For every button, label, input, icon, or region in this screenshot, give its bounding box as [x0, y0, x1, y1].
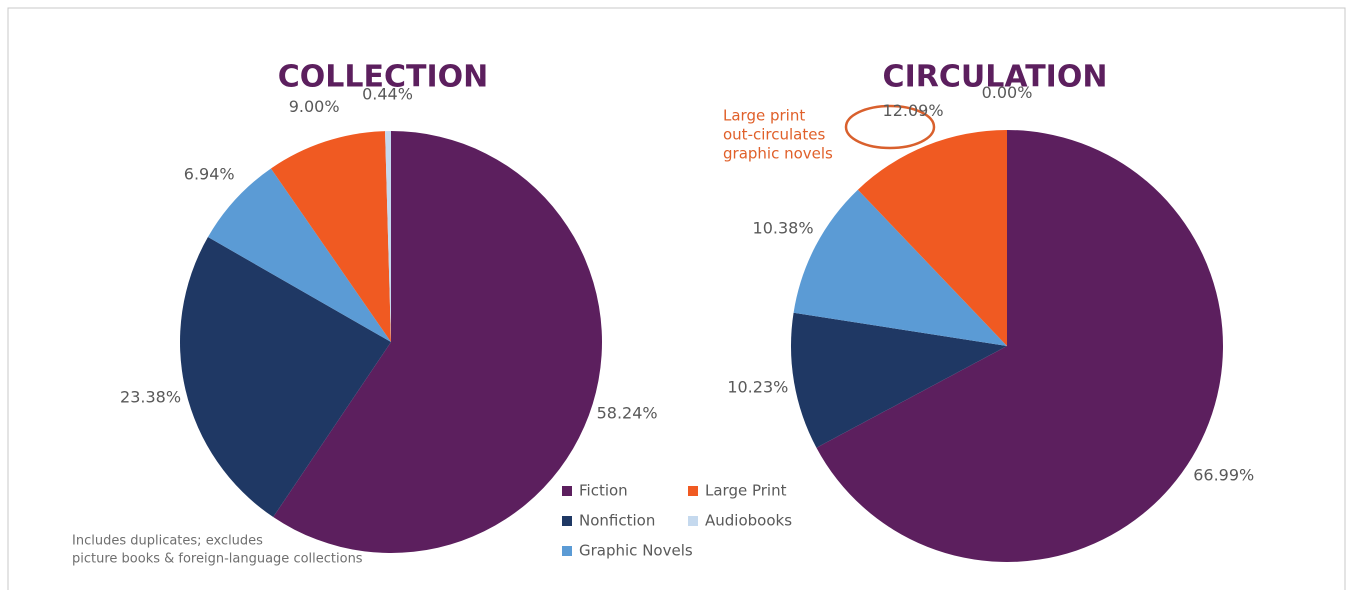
slice-label: 23.38% [120, 388, 181, 407]
slice-label: 0.00% [982, 83, 1033, 102]
pie-slice [857, 130, 1007, 346]
legend-label: Audiobooks [705, 512, 792, 530]
legend-swatch [688, 516, 698, 526]
chart-title: COLLECTION [278, 60, 489, 95]
footnote: Includes duplicates; excludes [72, 534, 263, 549]
slice-label: 6.94% [184, 164, 235, 183]
pie-slice [273, 131, 602, 553]
legend-swatch [688, 486, 698, 496]
annotation: out-circulates [723, 126, 825, 144]
slice-label: 58.24% [597, 404, 658, 423]
pie-slice [790, 312, 1007, 448]
annotation: graphic novels [723, 145, 833, 163]
legend-label: Large Print [705, 482, 787, 500]
annotation: Large print [723, 107, 805, 125]
slice-label: 0.44% [362, 85, 413, 104]
frame [7, 7, 1346, 590]
pie-slice [385, 131, 391, 342]
legend-label: Graphic Novels [579, 542, 693, 560]
highlight-circle [844, 104, 936, 150]
legend-swatch [562, 486, 572, 496]
legend-swatch [562, 546, 572, 556]
footnote: picture books & foreign-language collect… [72, 552, 363, 567]
slice-label: 12.09% [883, 101, 944, 120]
chart-title: CIRCULATION [883, 60, 1108, 95]
legend-swatch [562, 516, 572, 526]
pie-slice [180, 237, 391, 518]
pie-slice [793, 189, 1007, 346]
slice-label: 66.99% [1193, 465, 1254, 484]
pie-slice [270, 131, 391, 342]
slice-label: 9.00% [289, 97, 340, 116]
pie-slice [816, 130, 1223, 562]
legend-label: Fiction [579, 482, 628, 500]
slice-label: 10.38% [753, 218, 814, 237]
legend-label: Nonfiction [579, 512, 655, 530]
pie-slice [207, 168, 391, 342]
slice-label: 10.23% [727, 378, 788, 397]
